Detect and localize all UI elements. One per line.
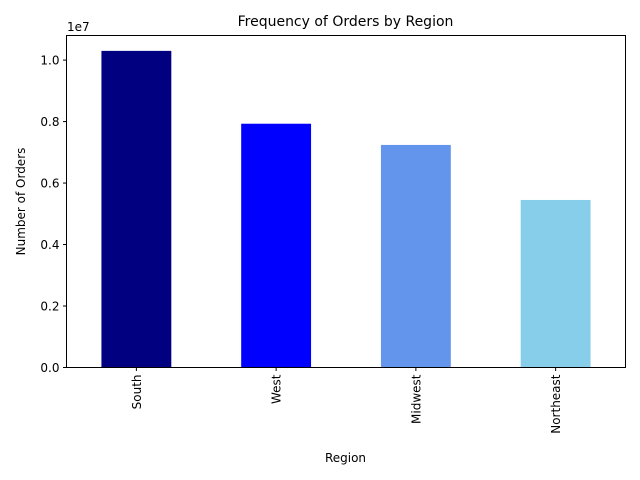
chart-title: Frequency of Orders by Region xyxy=(238,14,454,30)
bar-south xyxy=(101,50,172,368)
bar-west xyxy=(241,123,312,368)
y-tick-label: 0.8 xyxy=(40,115,59,129)
bar-midwest xyxy=(380,144,451,368)
y-tick-label: 1.0 xyxy=(40,54,59,68)
x-tick-label: Midwest xyxy=(409,374,423,424)
x-tick-label: Northeast xyxy=(549,374,563,434)
x-axis-ticks: South West Midwest Northeast xyxy=(130,367,563,434)
plot-frame xyxy=(66,35,626,368)
x-axis-label: Region xyxy=(325,451,366,465)
y-tick-label: 0.2 xyxy=(40,300,59,314)
x-tick-label: South xyxy=(130,375,144,410)
x-tick-label: West xyxy=(270,374,284,404)
y-axis-offset-label: 1e7 xyxy=(67,20,90,34)
y-tick-label: 0.6 xyxy=(40,177,59,191)
y-axis-label: Number of Orders xyxy=(14,148,28,256)
bar-northeast xyxy=(520,199,591,368)
y-tick-label: 0.0 xyxy=(40,361,59,375)
bars-group xyxy=(101,50,591,368)
y-tick-label: 0.4 xyxy=(40,238,59,252)
y-axis-ticks: 0.0 0.2 0.4 0.6 0.8 1.0 xyxy=(40,54,67,375)
